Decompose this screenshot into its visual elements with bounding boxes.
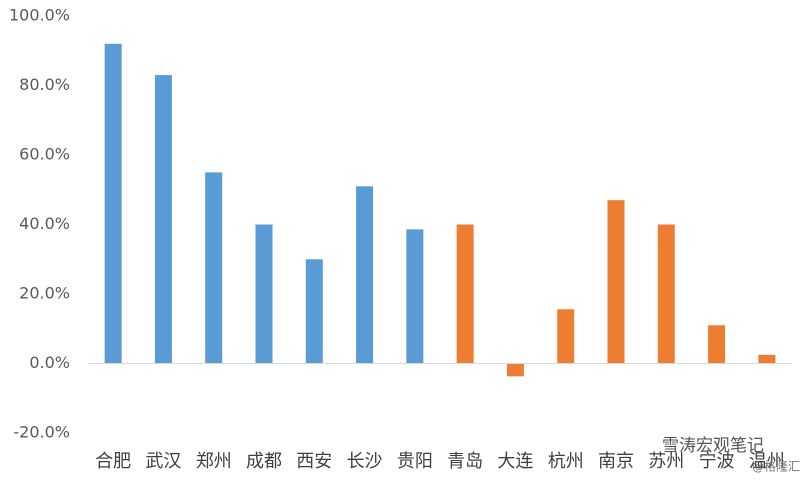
x-tick-label: 贵阳 [397, 451, 433, 472]
bar [154, 75, 172, 364]
watermark: @格隆汇 [752, 459, 800, 474]
x-tick-label: 杭州 [548, 451, 584, 472]
x-tick-label: 南京 [598, 451, 634, 472]
bar [406, 229, 424, 364]
bar [607, 200, 625, 364]
bar [456, 224, 474, 364]
bar [255, 224, 273, 364]
x-tick-label: 郑州 [196, 451, 232, 472]
x-tick-label: 长沙 [347, 451, 383, 472]
y-tick-label: -20.0% [13, 423, 70, 442]
bar [305, 259, 323, 364]
y-tick-label: 80.0% [19, 75, 70, 94]
bar [557, 309, 575, 364]
watermark: 雪涛宏观笔记 [662, 436, 764, 456]
bar [657, 224, 675, 364]
x-tick-label: 西安 [296, 451, 332, 472]
bar [708, 325, 726, 364]
bar [758, 354, 776, 364]
x-tick-label: 温州 [749, 451, 785, 472]
x-tick-label: 大连 [497, 451, 533, 472]
x-tick-label: 青岛 [447, 451, 483, 472]
x-tick-label: 成都 [246, 451, 282, 472]
y-tick-label: 60.0% [19, 145, 70, 164]
x-tick-label: 武汉 [145, 451, 181, 472]
y-tick-label: 0.0% [29, 353, 70, 372]
y-tick-label: 20.0% [19, 284, 70, 303]
x-tick-label: 宁波 [699, 451, 735, 472]
bar [205, 172, 223, 364]
bar [356, 186, 374, 364]
bar [506, 363, 524, 377]
x-tick-label: 合肥 [95, 451, 131, 472]
y-tick-label: 40.0% [19, 214, 70, 233]
x-tick-label: 苏州 [648, 451, 684, 472]
bar [104, 43, 122, 364]
y-tick-label: 100.0% [9, 6, 70, 25]
